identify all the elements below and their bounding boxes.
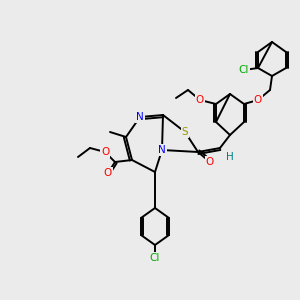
Text: O: O xyxy=(206,157,214,167)
Text: Cl: Cl xyxy=(239,65,249,75)
Text: O: O xyxy=(104,168,112,178)
Text: O: O xyxy=(101,147,109,157)
Text: N: N xyxy=(136,112,144,122)
Text: N: N xyxy=(158,145,166,155)
Text: H: H xyxy=(226,152,234,162)
Text: O: O xyxy=(196,95,204,105)
Text: O: O xyxy=(254,95,262,105)
Text: Cl: Cl xyxy=(150,253,160,263)
Text: S: S xyxy=(182,127,188,137)
